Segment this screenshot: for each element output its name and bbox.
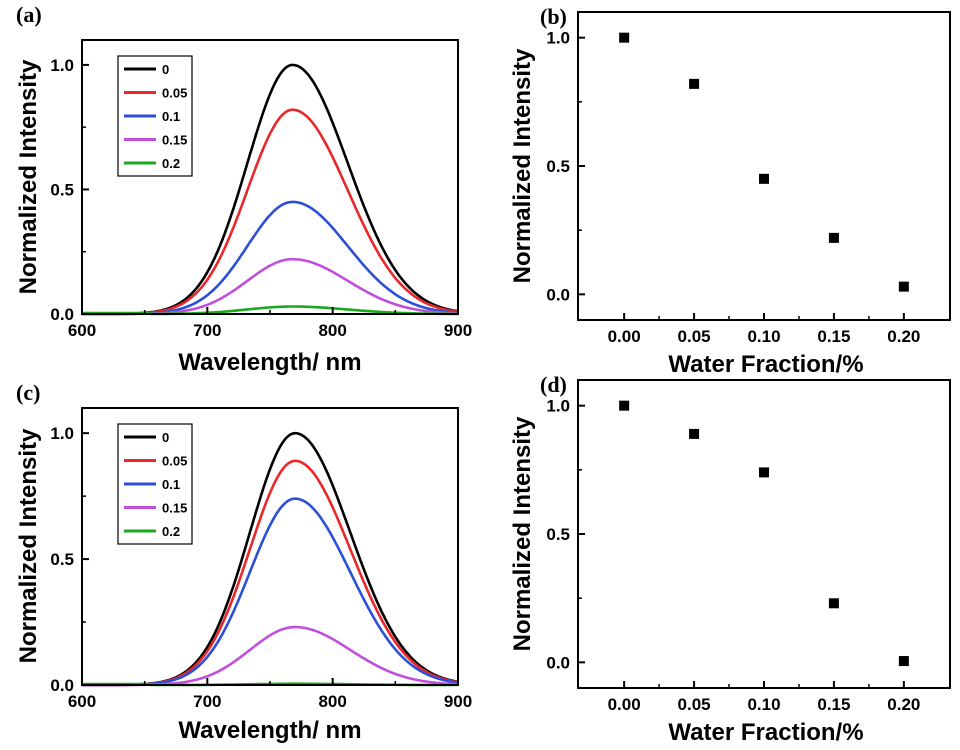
data-point — [619, 32, 630, 43]
x-tick-label: 800 — [318, 692, 346, 711]
plot-frame — [577, 11, 951, 321]
x-tick-label: 0.10 — [747, 327, 780, 346]
x-tick-label: 600 — [68, 692, 96, 711]
data-point — [759, 467, 769, 478]
plot-frame — [577, 379, 951, 689]
legend-entry: 0.05 — [162, 86, 187, 101]
panel-label: (a) — [16, 2, 42, 27]
legend-entry: 0.2 — [162, 524, 180, 539]
x-tick-label: 700 — [193, 692, 221, 711]
legend-entry: 0.15 — [162, 501, 187, 516]
panel-b: (b) 0.00 0.05 0.10 0.15 0.20 0.0 0.5 1.0 Water Fr… — [509, 4, 951, 378]
legend-entry: 0.15 — [162, 133, 187, 148]
legend-entry: 0.1 — [162, 109, 180, 124]
x-tick-label: 0.15 — [817, 327, 850, 346]
x-tick-label: 0.20 — [887, 327, 920, 346]
legend-entry: 0 — [162, 430, 169, 445]
legend-entry: 0 — [162, 62, 169, 77]
data-point — [828, 598, 839, 609]
y-axis-label: Normalized Intensity — [15, 428, 42, 663]
data-point — [898, 281, 909, 292]
legend-entry: 0.05 — [162, 454, 187, 469]
data-point — [759, 173, 769, 184]
series-line-0.1 — [82, 200, 459, 316]
y-axis-label: Normalized Intensity — [509, 416, 536, 651]
legend: 0 0.05 0.1 0.15 0.2 — [117, 423, 193, 545]
y-tick-label: 0.5 — [50, 180, 74, 199]
legend-entry: 0.2 — [162, 156, 180, 171]
x-tick-label: 0.15 — [817, 695, 850, 714]
y-tick-label: 0.0 — [50, 676, 74, 695]
panel-label: (d) — [540, 372, 567, 397]
y-axis-label: Normalized Intensity — [509, 48, 536, 283]
x-tick-label: 600 — [68, 321, 96, 340]
x-tick-label: 0.05 — [678, 695, 711, 714]
data-point — [689, 428, 700, 439]
y-tick-label: 0.5 — [50, 550, 74, 569]
x-axis-label: Wavelength/ nm — [178, 717, 361, 744]
panel-label: (c) — [16, 380, 40, 405]
x-axis-label: Wavelength/ nm — [178, 349, 361, 376]
y-tick-label: 0.0 — [50, 305, 74, 324]
x-axis-label: Water Fraction/% — [668, 719, 863, 746]
legend-entry: 0.1 — [162, 477, 180, 492]
data-point — [689, 78, 700, 89]
data-point — [828, 232, 839, 243]
data-point — [898, 656, 909, 667]
panel-c: (c) 0 0.05 0.1 0.15 0.2 600 700 800 900 0.0 0.5 1.0 W… — [15, 380, 472, 744]
x-tick-label: 0.00 — [608, 695, 641, 714]
y-tick-label: 0.5 — [546, 157, 570, 176]
y-tick-label: 0.0 — [546, 285, 570, 304]
y-tick-label: 1.0 — [546, 397, 570, 416]
x-tick-label: 800 — [318, 321, 346, 340]
y-tick-label: 0.5 — [546, 525, 570, 544]
x-tick-label: 0.00 — [608, 327, 641, 346]
x-tick-label: 0.10 — [747, 695, 780, 714]
x-tick-label: 0.05 — [678, 327, 711, 346]
y-tick-label: 1.0 — [50, 424, 74, 443]
panel-label: (b) — [540, 4, 567, 29]
x-tick-label: 900 — [444, 692, 472, 711]
y-tick-label: 0.0 — [546, 653, 570, 672]
x-tick-label: 0.20 — [887, 695, 920, 714]
x-tick-label: 900 — [444, 321, 472, 340]
y-axis-label: Normalized Intensity — [15, 59, 42, 294]
y-tick-label: 1.0 — [50, 56, 74, 75]
y-tick-label: 1.0 — [546, 29, 570, 48]
panel-a: (a) 0 0.05 0.1 0.15 0.2 600 700 800 900 0.0 0.5 1.0 W… — [15, 2, 472, 376]
data-point — [619, 400, 630, 411]
legend: 0 0.05 0.1 0.15 0.2 — [117, 55, 193, 177]
panel-d: (d) 0.00 0.05 0.10 0.15 0.20 0.0 0.5 1.0 Water Fr… — [509, 372, 951, 746]
x-tick-label: 700 — [193, 321, 221, 340]
x-axis-label: Water Fraction/% — [668, 351, 863, 378]
